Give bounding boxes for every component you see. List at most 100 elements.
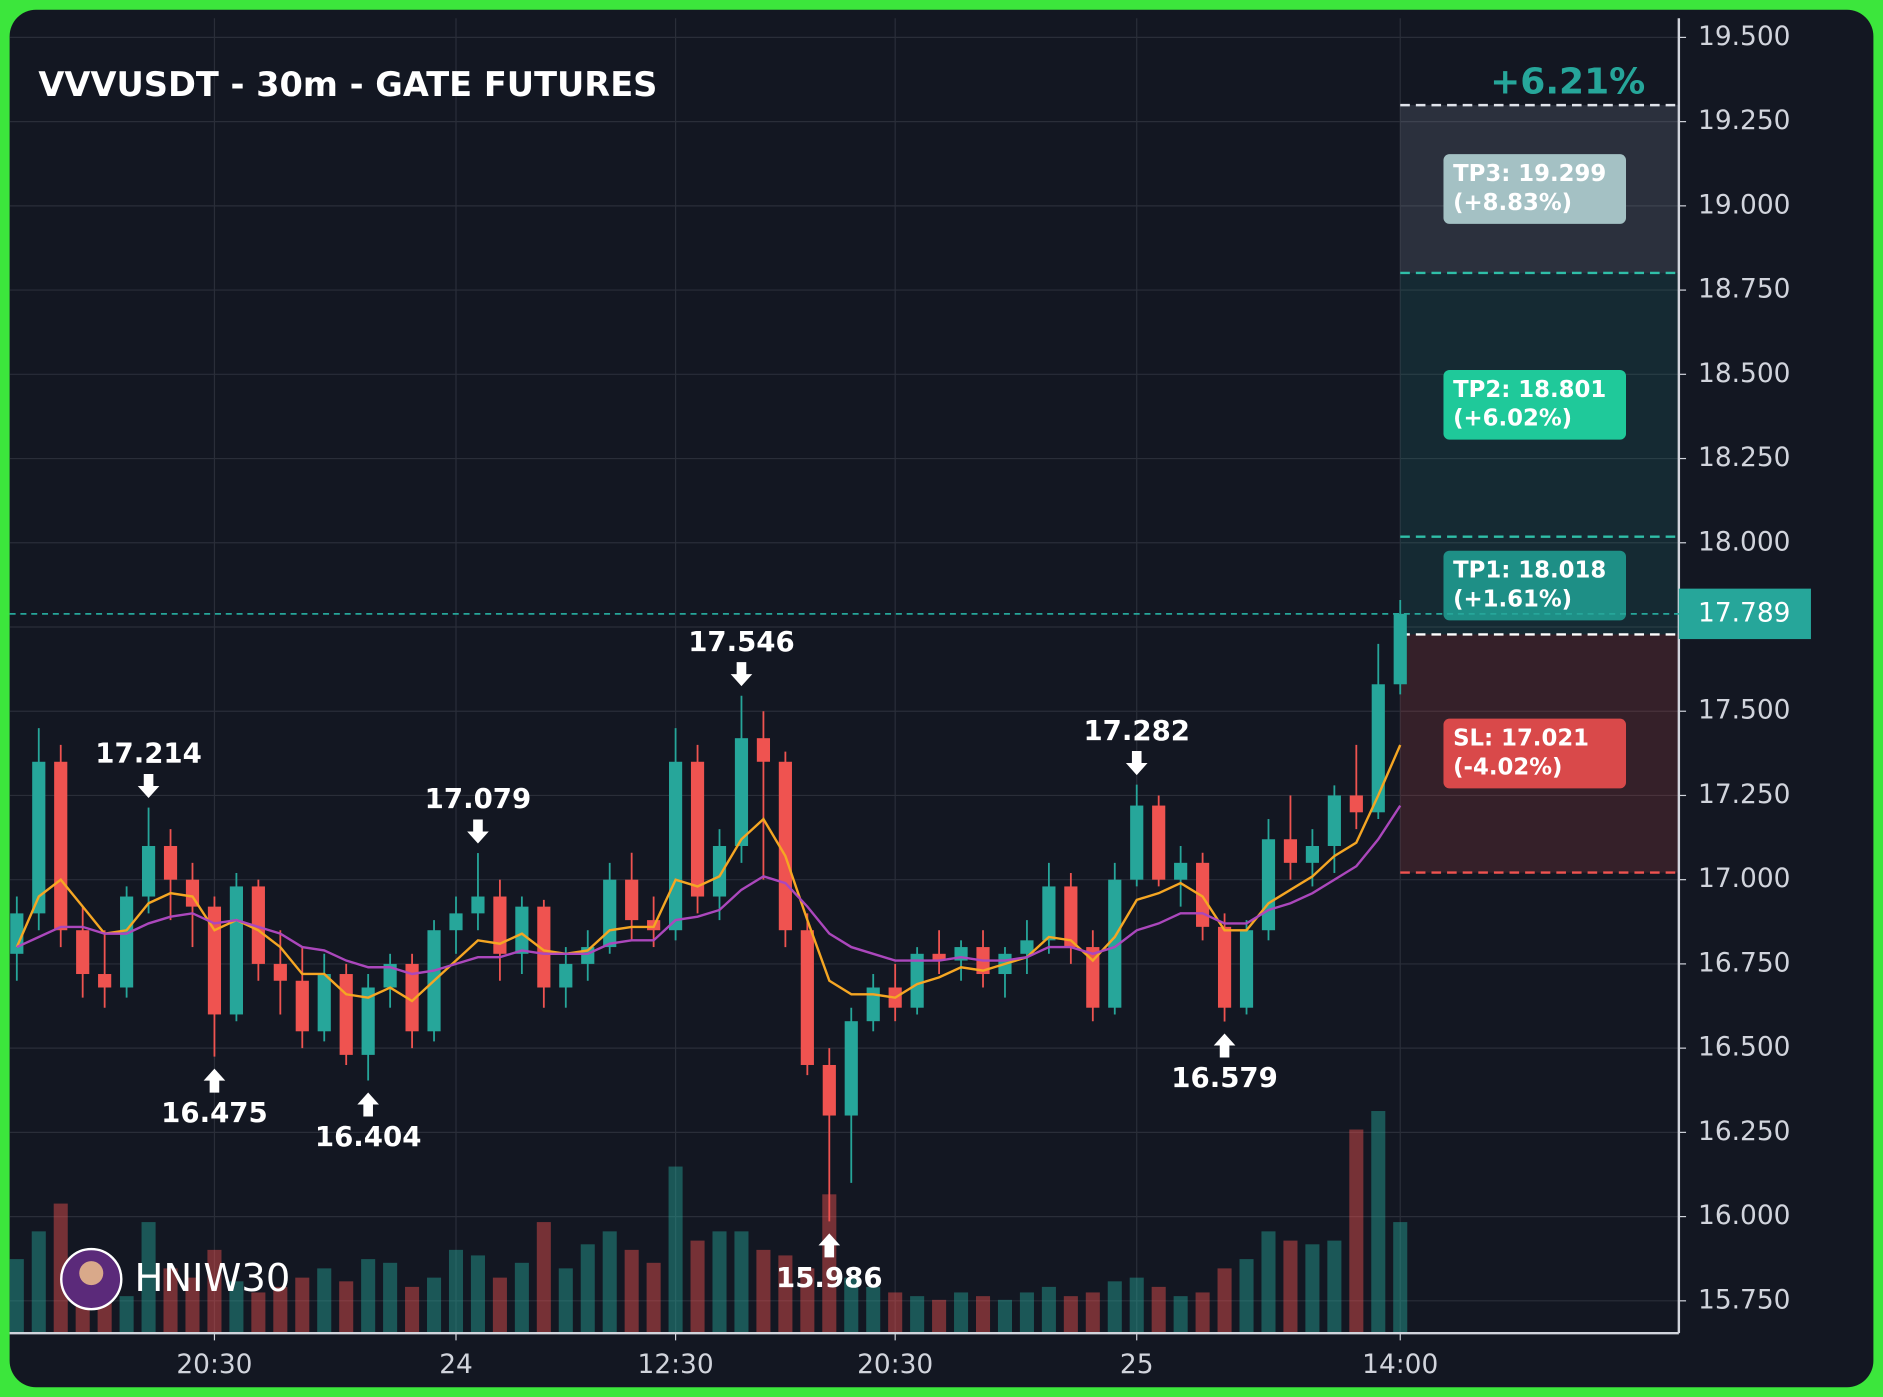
chart-background	[9, 9, 1874, 1388]
volume-bar	[1305, 1244, 1320, 1334]
candle-body	[98, 974, 112, 988]
candle-body	[120, 896, 134, 988]
high-arrow	[137, 773, 160, 798]
low-arrow	[1213, 1033, 1236, 1058]
candle-body	[405, 963, 419, 1032]
volume-bar	[932, 1299, 947, 1334]
volume-bar	[229, 1281, 244, 1334]
level-label: TP1: 18.018	[1453, 558, 1606, 584]
volume-bar	[1217, 1268, 1232, 1334]
candle-layer	[10, 600, 1407, 1222]
candle-body	[339, 974, 353, 1055]
x-tick-label: 12:30	[638, 1349, 714, 1380]
y-tick-label: 19.000	[1698, 189, 1790, 220]
x-tick-label: 25	[1120, 1349, 1154, 1380]
candle-body	[910, 953, 924, 1008]
candle-body	[537, 906, 551, 988]
candle-body	[1217, 926, 1232, 1008]
level-label: TP3: 19.299	[1453, 161, 1606, 187]
low-arrow	[203, 1068, 226, 1093]
candle-body	[822, 1064, 836, 1116]
volume-bar	[800, 1268, 815, 1334]
volume-bar	[427, 1277, 442, 1334]
volume-bar	[185, 1277, 200, 1334]
volume-bar	[9, 1259, 24, 1334]
volume-layer	[9, 1111, 1408, 1334]
x-tick-label: 20:30	[176, 1349, 252, 1380]
low-label: 16.579	[1171, 1061, 1278, 1094]
level-label-box	[1443, 718, 1627, 789]
candle-body	[1174, 862, 1188, 880]
candle-body	[383, 963, 397, 988]
high-label: 17.079	[425, 782, 532, 815]
volume-bar	[1371, 1111, 1386, 1334]
candle-body	[251, 886, 265, 964]
level-label-box	[1443, 369, 1627, 440]
candle-body	[449, 913, 463, 931]
volume-bar	[119, 1296, 134, 1334]
y-tick-label: 18.000	[1698, 526, 1790, 557]
level-change: (+6.02%)	[1453, 406, 1572, 432]
high-label: 17.282	[1083, 714, 1190, 747]
volume-bar	[646, 1262, 661, 1334]
avatar-face	[79, 1261, 104, 1286]
candle-body	[229, 886, 243, 1015]
candle-body	[559, 963, 573, 988]
volume-bar	[1327, 1240, 1342, 1334]
y-tick-label: 16.500	[1698, 1032, 1790, 1063]
candle-body	[734, 738, 749, 846]
high-arrow	[1125, 751, 1148, 776]
last-price-box	[1678, 588, 1811, 640]
low-label: 15.986	[776, 1261, 883, 1294]
y-tick-label: 16.250	[1698, 1116, 1790, 1147]
volume-bar	[954, 1292, 969, 1334]
level-label-box	[1443, 154, 1627, 224]
y-tick-label: 18.750	[1698, 274, 1790, 305]
volume-bar	[514, 1262, 529, 1334]
candle-body	[471, 896, 485, 914]
y-tick-label: 18.500	[1698, 358, 1790, 389]
volume-bar	[1239, 1259, 1254, 1334]
low-arrow	[818, 1233, 841, 1258]
candle-body	[844, 1021, 858, 1116]
y-tick-label: 18.250	[1698, 442, 1790, 473]
volume-bar	[1041, 1286, 1056, 1334]
low-label: 16.404	[315, 1120, 422, 1153]
volume-bar	[866, 1286, 881, 1334]
candle-body	[625, 879, 639, 921]
volume-bar	[1261, 1231, 1276, 1334]
y-tick-label: 17.250	[1698, 779, 1790, 810]
high-label: 17.546	[688, 625, 795, 658]
low-label: 16.475	[161, 1096, 268, 1129]
volume-bar	[470, 1255, 485, 1334]
candle-body	[32, 761, 46, 914]
volume-bar	[756, 1249, 771, 1334]
watermark: HNIW30	[135, 1256, 291, 1301]
volume-bar	[558, 1268, 573, 1334]
volume-bar	[492, 1277, 507, 1334]
volume-bar	[207, 1249, 222, 1334]
candle-body	[756, 738, 771, 762]
candle-body	[1261, 839, 1276, 931]
volume-bar	[975, 1296, 991, 1334]
chart-title: VVVUSDT - 30m - GATE FUTURES	[38, 65, 657, 104]
candle-body	[1371, 684, 1385, 813]
candle-body	[1305, 845, 1319, 863]
volume-bar	[997, 1299, 1013, 1334]
level-label: SL: 17.021	[1453, 726, 1589, 752]
volume-bar	[536, 1222, 551, 1334]
x-tick-label: 20:30	[857, 1349, 933, 1380]
volume-bar	[163, 1268, 178, 1334]
candle-body	[932, 953, 946, 961]
volume-bar	[339, 1281, 354, 1334]
moving-average	[15, 744, 1402, 1003]
candle-body	[1108, 879, 1122, 1008]
y-tick-label: 17.500	[1698, 695, 1790, 726]
volume-bar	[1349, 1129, 1364, 1334]
candle-body	[207, 906, 222, 1015]
candle-body	[295, 980, 309, 1032]
volume-bar	[448, 1249, 464, 1334]
level-label: TP2: 18.801	[1453, 377, 1606, 403]
